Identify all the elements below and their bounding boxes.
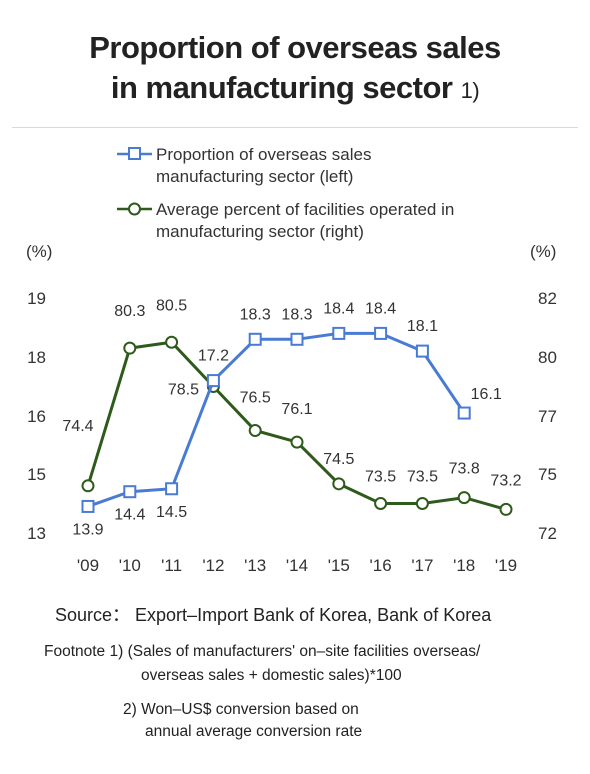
right-tick-label: 77 (538, 407, 557, 426)
point-facilities (165, 335, 179, 349)
x-tick-label: '12 (202, 556, 224, 575)
point-facilities (457, 491, 471, 505)
left-axis-ticks: 13 15 16 18 19 (27, 289, 46, 543)
footnote-1: Footnote 1) (Sales of manufacturers' on–… (44, 640, 480, 688)
point-facilities (332, 477, 346, 491)
data-label-overseas: 17.2 (198, 348, 229, 365)
right-tick-label: 82 (538, 289, 557, 308)
x-tick-label: '10 (119, 556, 141, 575)
title-divider (12, 127, 578, 128)
x-tick-label: '13 (244, 556, 266, 575)
series-line-overseas (87, 331, 466, 508)
data-label-overseas: 13.9 (72, 521, 103, 538)
data-label-facilities: 80.5 (156, 297, 187, 314)
point-overseas (457, 406, 471, 420)
data-labels: 13.9 14.4 14.5 17.2 18.3 18.3 18.4 18.4 18.1 16.1… (62, 297, 521, 538)
data-label-facilities: 73.8 (449, 461, 480, 478)
series-facilities (81, 335, 513, 516)
chart-title-line1: Proportion of overseas sales (89, 30, 501, 65)
data-label-overseas: 18.4 (323, 300, 354, 317)
point-overseas (415, 344, 429, 358)
footnote-1-line2: overseas sales + domestic sales)*100 (141, 667, 402, 684)
left-tick-label: 16 (27, 407, 46, 426)
x-tick-label: '09 (77, 556, 99, 575)
footnote-2-line2: annual average conversion rate (145, 723, 363, 740)
data-label-facilities: 73.5 (407, 469, 438, 486)
data-label-overseas: 16.1 (471, 386, 502, 403)
point-overseas (81, 499, 95, 513)
footnote-2: 2) Won–US$ conversion based on annual av… (123, 699, 362, 743)
x-tick-label: '14 (286, 556, 308, 575)
legend-label-facilities-2: manufacturing sector (right) (156, 222, 364, 241)
chart-title-text: in manufacturing sector (110, 70, 453, 105)
right-tick-label: 75 (538, 465, 557, 484)
point-facilities (415, 497, 429, 510)
x-tick-label: '15 (328, 556, 350, 575)
legend-label-facilities-1: Average percent of facilities operated i… (156, 200, 454, 219)
series-overseas (81, 326, 471, 513)
chart-title-line2: in manufacturing sector 1) (0, 70, 590, 106)
right-axis-ticks: 72 75 77 80 82 (538, 289, 557, 543)
data-label-facilities: 73.5 (365, 469, 396, 486)
footnote-1-line1: Footnote 1) (Sales of manufacturers' on–… (44, 643, 481, 660)
x-axis-ticks: '09 '10 '11 '12 '13 '14 '15 '16 '17 '18 '19 (77, 556, 517, 575)
data-label-facilities: 78.5 (168, 382, 199, 399)
data-label-facilities: 76.5 (240, 390, 271, 407)
point-facilities (248, 424, 262, 437)
data-label-overseas: 18.3 (281, 306, 312, 323)
footnote-2-line1: 2) Won–US$ conversion based on (123, 701, 359, 718)
title-footnote-ref: 1) (460, 78, 480, 103)
point-facilities (290, 435, 304, 449)
source-note: Source： Export–Import Bank of Korea, Ban… (55, 605, 492, 625)
data-label-overseas: 14.5 (156, 504, 187, 521)
point-overseas (374, 326, 388, 340)
point-facilities (499, 502, 513, 516)
point-overseas (290, 332, 304, 346)
legend-label-overseas-2: manufacturing sector (left) (156, 167, 353, 186)
data-label-facilities: 80.3 (114, 303, 145, 320)
left-axis-unit: (%) (26, 242, 52, 261)
data-label-facilities: 74.4 (62, 418, 93, 435)
point-overseas (206, 374, 220, 388)
right-tick-label: 80 (538, 348, 557, 367)
point-facilities (374, 497, 388, 510)
left-tick-label: 18 (27, 348, 46, 367)
x-tick-label: '16 (370, 556, 392, 575)
right-axis-unit: (%) (530, 242, 556, 261)
x-tick-label: '11 (161, 556, 182, 575)
x-tick-label: '19 (495, 556, 517, 575)
point-facilities (123, 341, 137, 355)
left-tick-label: 13 (27, 524, 46, 543)
right-tick-label: 72 (538, 524, 557, 543)
data-label-facilities: 73.2 (490, 472, 521, 489)
legend-marker-square (128, 147, 141, 160)
data-label-overseas: 14.4 (114, 507, 145, 524)
x-tick-label: '18 (453, 556, 475, 575)
point-overseas (165, 482, 179, 496)
data-label-facilities: 74.5 (323, 451, 354, 468)
legend-marker-circle (128, 202, 141, 216)
x-tick-label: '17 (411, 556, 433, 575)
point-overseas (248, 332, 262, 346)
point-facilities (81, 479, 95, 493)
data-label-overseas: 18.3 (240, 306, 271, 323)
data-label-overseas: 18.1 (407, 318, 438, 335)
series-line-facilities (86, 340, 507, 511)
line-chart: Proportion of overseas sales manufacturi… (26, 145, 557, 575)
left-tick-label: 19 (27, 289, 46, 308)
legend-label-overseas-1: Proportion of overseas sales (156, 145, 371, 164)
point-overseas (123, 485, 137, 499)
left-tick-label: 15 (27, 465, 46, 484)
legend: Proportion of overseas sales manufacturi… (117, 145, 454, 241)
data-label-overseas: 18.4 (365, 300, 396, 317)
point-overseas (332, 326, 346, 340)
data-label-facilities: 76.1 (281, 401, 312, 418)
